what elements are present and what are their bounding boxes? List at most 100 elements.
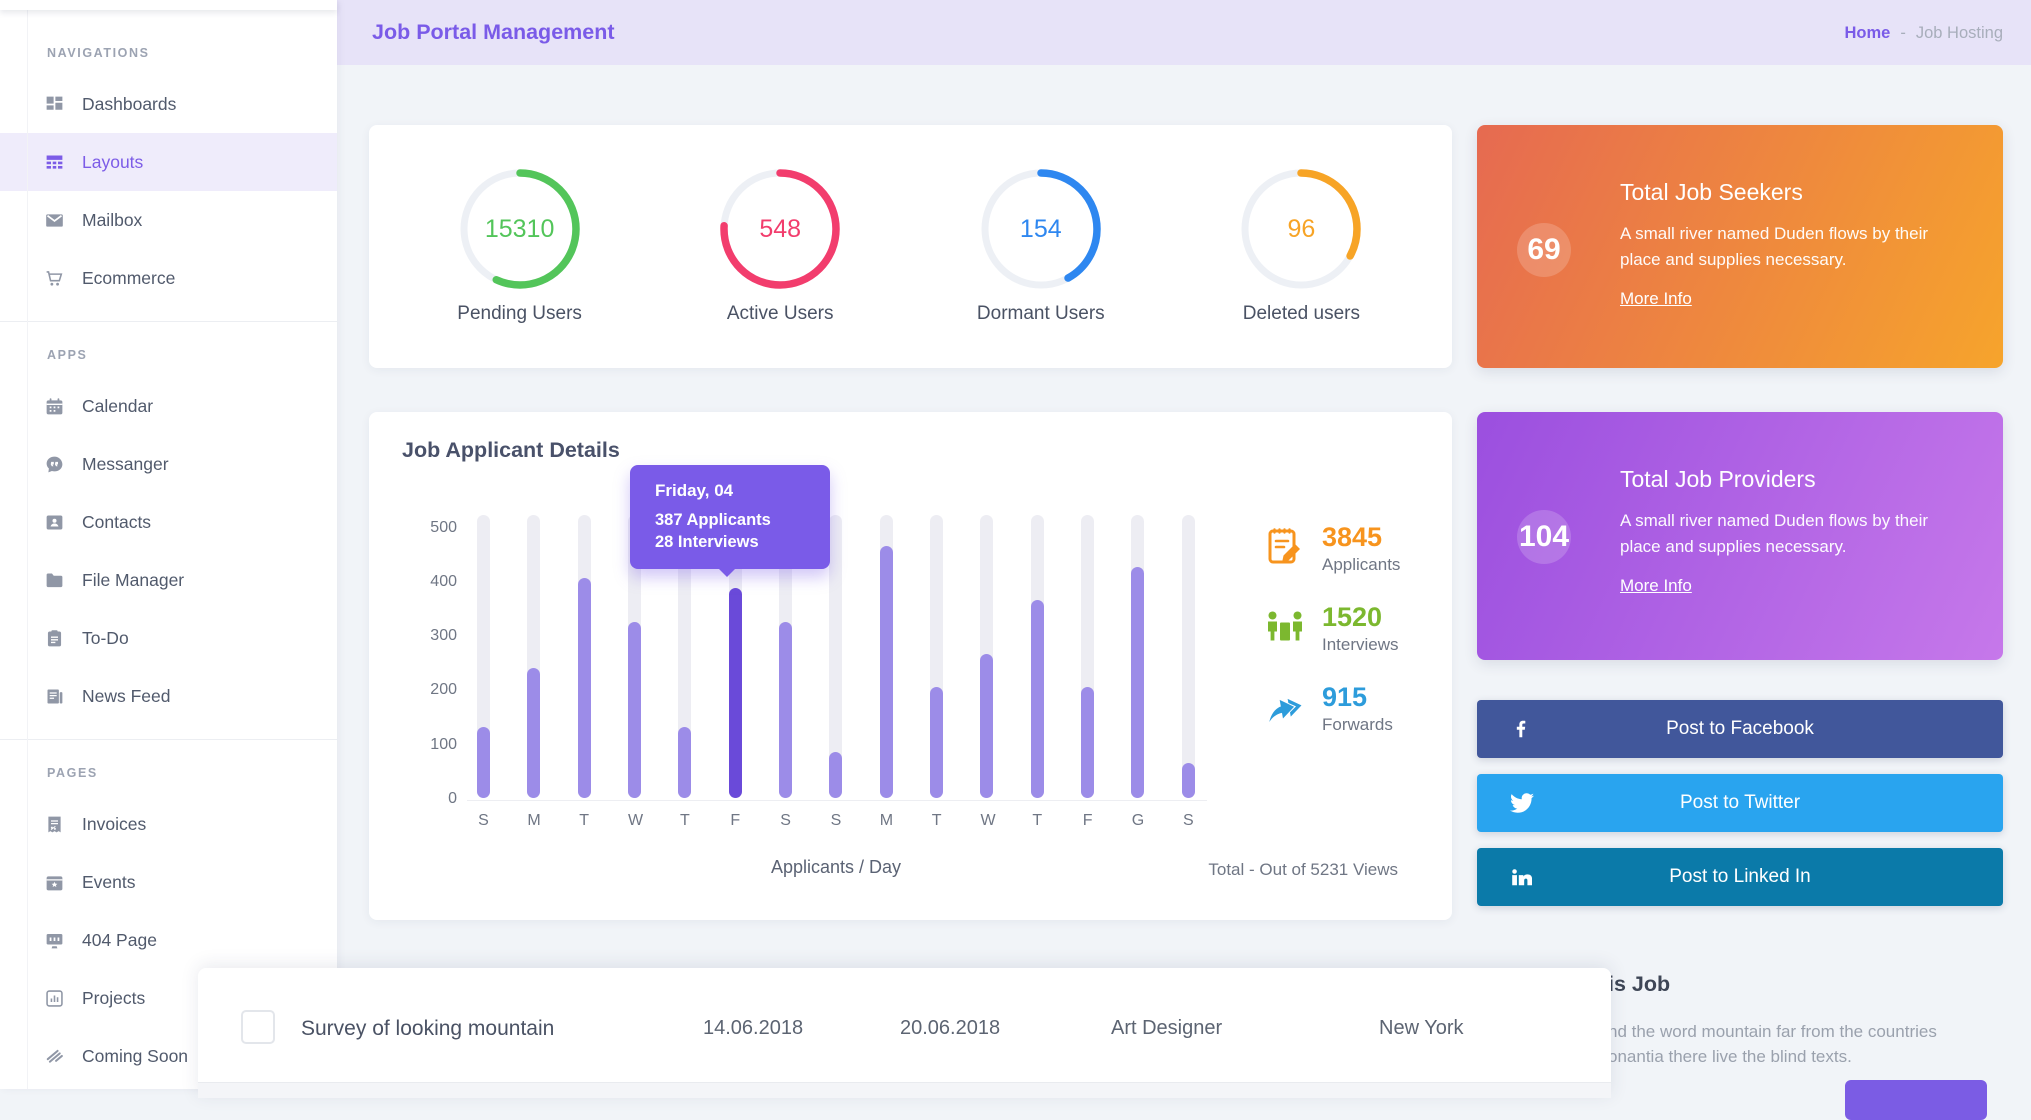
chart-bar[interactable] [527,515,541,798]
sidebar-section-navigations: NAVIGATIONS Dashboards Layouts Mailbox Ecomm… [0,46,337,322]
chart-tooltip: Friday, 04 387 Applicants 28 Interviews [630,465,830,577]
sidebar-item-label: 404 Page [82,929,157,950]
events-calendar-icon [43,871,65,893]
x-axis-label: W [628,812,644,829]
sidebar-item-mailbox[interactable]: Mailbox [0,191,337,249]
job-applicant-details-card: Job Applicant Details 0 100 200 300 400 500 S… [369,412,1452,920]
mailbox-envelope-icon [43,209,65,231]
sidebar-item-events[interactable]: Events [0,853,337,911]
total-job-seekers-card: 69 Total Job Seekers A small river named… [1477,125,2003,368]
sidebar-section-label: NAVIGATIONS [47,46,150,60]
chart-bar-fill [527,668,541,798]
chart-bar[interactable] [829,515,843,798]
news-feed-icon [43,685,65,707]
y-axis-tick: 500 [430,518,457,536]
row-checkbox[interactable] [241,1010,275,1044]
chart-bar-track [1181,515,1195,798]
y-axis-tick: 400 [430,572,457,590]
sidebar-item-news-feed[interactable]: News Feed [0,667,337,725]
chart-bar[interactable] [980,515,994,798]
chart-bar[interactable] [577,515,591,798]
job-title-cell: Survey of looking mountain [301,1017,555,1040]
sidebar-item-ecommerce[interactable]: Ecommerce [0,249,337,307]
x-axis-label: T [579,812,590,829]
stat-value: 1520 [1322,602,1383,632]
sidebar: NAVIGATIONS Dashboards Layouts Mailbox Ecomm… [0,0,337,1089]
chart-bar-fill [728,588,742,798]
post-to-twitter-button[interactable]: Post to Twitter [1477,774,2003,832]
sidebar-item-file-manager[interactable]: File Manager [0,551,337,609]
stat-label: Interviews [1322,635,1399,654]
x-axis-label: G [1131,812,1145,829]
sidebar-item-label: Layouts [82,151,144,172]
chart-bar-fill [1081,687,1095,798]
sidebar-item-projects[interactable]: Projects [0,969,337,1027]
chart-bar[interactable] [1081,515,1095,798]
sidebar-item-label: Projects [82,987,146,1008]
sidebar-item-invoices[interactable]: Invoices [0,795,337,853]
seekers-more-info-link[interactable]: More Info [1620,289,1692,308]
chart-bar[interactable] [1131,515,1145,798]
user-stat-value: 154 [1019,214,1062,243]
sidebar-item-layouts[interactable]: Layouts [0,133,337,191]
chart-bar[interactable] [477,515,490,798]
sidebar-item-label: File Manager [82,569,185,590]
providers-count-badge [1517,510,1571,564]
chart-bar[interactable] [879,515,893,798]
tooltip-interviews: 28 Interviews [655,533,759,551]
user-stats-card: 15310 Pending Users 548 Active Users 154 Dorm… [369,125,1452,368]
providers-more-info-link[interactable]: More Info [1620,576,1692,595]
breadcrumb-home-link[interactable]: Home [1844,24,1891,42]
chart-bar-fill [980,654,994,798]
sidebar-item-messanger[interactable]: Messanger [0,435,337,493]
stat-interviews: 1520 Interviews [1262,604,1462,655]
breadcrumb-separator: - [1900,24,1906,42]
chart-bar-fill [577,578,591,798]
stat-text: 1520 Interviews [1322,604,1399,655]
providers-title: Total Job Providers [1620,466,1816,492]
social-button-label: Post to Linked In [1669,866,1811,887]
x-axis-label: T [679,812,690,829]
sidebar-item-label: Mailbox [82,209,143,230]
sidebar-item-calendar[interactable]: Calendar [0,377,337,435]
post-to-linked-in-button[interactable]: Post to Linked In [1477,848,2003,906]
x-axis-label: T [1032,812,1043,829]
sidebar-item-coming-soon[interactable]: Coming Soon [0,1027,337,1085]
stat-text: 915 Forwards [1322,684,1393,735]
chart-bar[interactable] [678,515,692,798]
chart-bar[interactable] [1030,515,1044,798]
x-axis-label: M [527,812,541,829]
sidebar-item-contacts[interactable]: Contacts [0,493,337,551]
chart-bar-track [829,515,843,798]
sidebar-item-label: Messanger [82,453,169,474]
about-job-text-line-2: onantia there live the blind texts. [1608,1047,1852,1066]
sidebar-item-404-page[interactable]: 404 Page [0,911,337,969]
chart-bar[interactable] [628,515,642,798]
next-table-row-edge [198,1082,1611,1098]
sidebar-item-dashboards[interactable]: Dashboards [0,75,337,133]
providers-count: 104 [1518,520,1570,553]
tooltip-applicants: 387 Applicants [655,511,771,529]
y-axis-tick: 100 [430,735,457,753]
post-to-facebook-button[interactable]: Post to Facebook [1477,700,2003,758]
sidebar-item-label: Calendar [82,395,154,416]
chart-bar[interactable] [728,515,742,798]
social-button-label: Post to Facebook [1666,718,1814,739]
x-axis-label: S [1182,812,1194,829]
y-axis-tick: 200 [430,681,457,699]
chart-bar[interactable] [1181,515,1195,798]
purple-action-button[interactable] [1845,1080,1987,1120]
user-stat-label: Pending Users [457,303,582,324]
x-axis-label: S [478,812,489,829]
sidebar-section-apps: APPS Calendar Messanger Contacts File Manage… [0,348,337,740]
chart-bar[interactable] [930,515,944,798]
sidebar-section-label: PAGES [47,766,98,780]
tooltip-date: Friday, 04 [655,481,734,500]
stat-forwards: 915 Forwards [1262,684,1462,735]
x-axis-label: F [730,812,741,829]
twitter-icon [1510,791,1534,815]
chart-bar[interactable] [779,515,793,798]
x-axis-label: F [1082,812,1093,829]
sidebar-item-to-do[interactable]: To-Do [0,609,337,667]
